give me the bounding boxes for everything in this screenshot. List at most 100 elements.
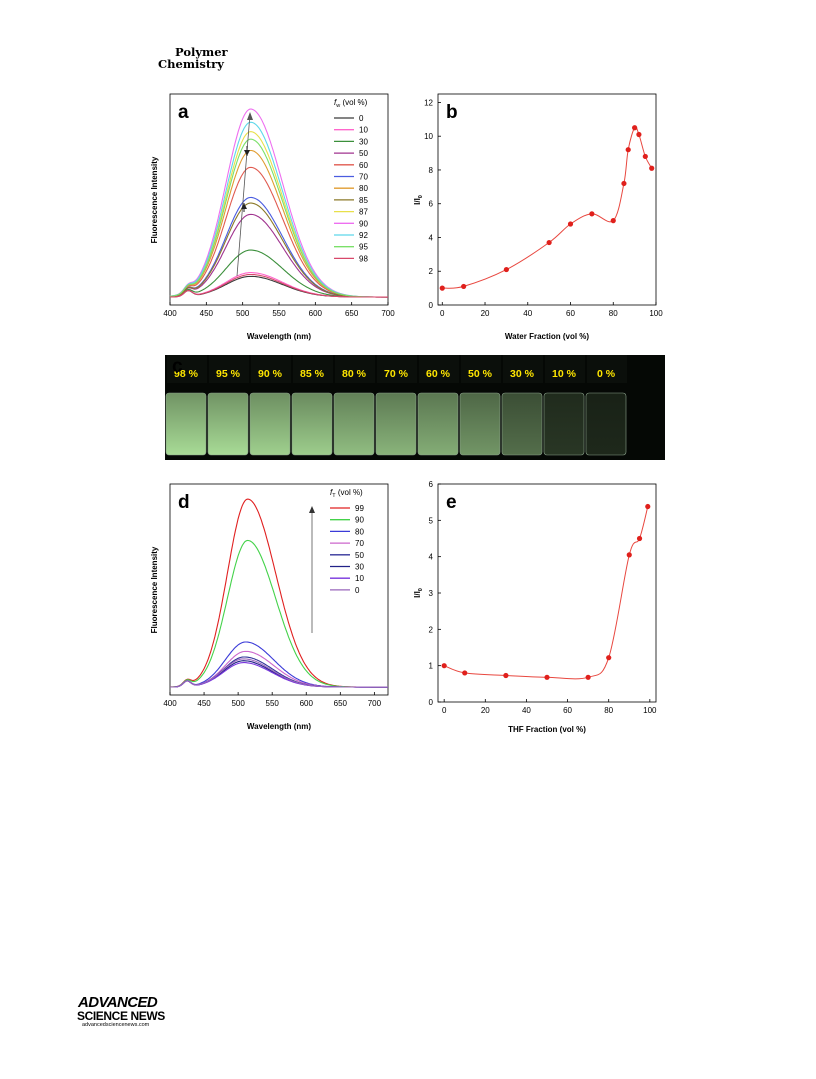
vial: 30 %	[501, 355, 543, 456]
panel-e-point	[645, 503, 651, 510]
panel-b-fit-line	[442, 126, 653, 289]
panel-a-series-90	[169, 108, 388, 298]
panel-e-label: e	[446, 492, 457, 513]
panel-e-y-tick-label: 3	[429, 589, 434, 598]
panel-d-curves	[169, 498, 388, 688]
panel-a-x-tick-label: 600	[309, 309, 323, 318]
panel-b-x-tick-label: 80	[609, 309, 618, 318]
panel-b-point	[632, 125, 638, 131]
panel-e-y-tick-label: 5	[429, 516, 434, 525]
vial-body	[291, 392, 333, 456]
panel-b-y-tick-label: 10	[424, 132, 433, 141]
vial-body	[585, 392, 627, 456]
vial-body	[333, 392, 375, 456]
panel-b-point	[621, 180, 627, 187]
panel-e-chart: e I/I0 THF Fraction (vol %) 0 20 40 60 80 100…	[413, 480, 657, 734]
panel-b-point	[439, 285, 445, 291]
panel-a-xticks: 400 450 500 550 600 650 700	[163, 302, 395, 318]
panel-d-legend-label: 10	[355, 574, 364, 583]
panel-d-ylabel: Fluorescence Intensity	[150, 546, 159, 633]
panel-d-label: d	[178, 492, 190, 513]
panel-b-point	[625, 147, 631, 153]
panel-d-legend-label: 70	[355, 539, 364, 548]
panel-a-legend-label: 87	[359, 208, 368, 217]
panel-a-arrows	[236, 112, 253, 277]
vial-label: 60 %	[426, 368, 451, 380]
panel-c-vials: 98 % 95 % 90 % 85 % 80 % 70 % 60 % 50 % 30 % 10 %…	[165, 355, 627, 456]
panel-b-label: b	[446, 102, 458, 123]
panel-e-point	[503, 672, 509, 679]
vial-label: 70 %	[384, 368, 409, 380]
panel-d-legend: 99 90 80 70 50 30 10 0	[330, 504, 364, 595]
panel-b-chart: b I/I0 Water Fraction (vol %) 0 20 40 60 80 1…	[413, 93, 663, 341]
panel-e-x-tick-label: 100	[643, 706, 657, 715]
panel-b-point	[649, 165, 655, 171]
panel-d-x-tick-label: 400	[163, 699, 177, 708]
panel-b-point	[546, 239, 552, 246]
panel-b-x-tick-label: 100	[649, 309, 663, 318]
panel-d-legend-label: 90	[355, 516, 364, 525]
panel-e-point	[544, 674, 550, 680]
panel-b-y-tick-label: 12	[424, 98, 433, 107]
panel-a-series-50	[169, 213, 388, 298]
panel-a-label: a	[178, 102, 189, 123]
panel-b-ylabel: I/I0	[413, 195, 424, 205]
panel-a-legend: 0 10 30 50 60 70 80 85 87 90 92 95 98	[334, 114, 368, 263]
vial-body	[501, 392, 543, 456]
vial-cap	[167, 355, 207, 383]
panel-a-x-tick-label: 450	[200, 309, 214, 318]
panel-d-x-tick-label: 500	[231, 699, 245, 708]
panel-d-x-tick-label: 700	[368, 699, 382, 708]
vial-cap	[251, 355, 291, 383]
panel-e-x-tick-label: 40	[522, 706, 531, 715]
panel-e-y-tick-label: 2	[429, 625, 434, 634]
panel-b-axes	[437, 93, 657, 306]
panel-a-legend-label: 80	[359, 184, 368, 193]
panel-b-y-tick-label: 0	[429, 301, 434, 310]
vial: 60 %	[417, 355, 459, 456]
panel-d-x-tick-label: 600	[300, 699, 314, 708]
vial-body	[459, 392, 501, 456]
vial-body	[249, 392, 291, 456]
panel-a-legend-label: 90	[359, 219, 368, 228]
panel-b-y-tick-label: 6	[429, 200, 434, 209]
vial: 95 %	[207, 355, 249, 456]
panel-a-x-tick-label: 650	[345, 309, 359, 318]
panel-a-legend-label: 60	[359, 161, 368, 170]
panel-b-x-tick-label: 20	[481, 309, 490, 318]
panel-d-x-tick-label: 450	[197, 699, 211, 708]
panel-a-x-tick-label: 550	[272, 309, 286, 318]
panel-e-x-tick-label: 60	[563, 706, 572, 715]
panel-e-y-tick-label: 1	[429, 662, 434, 671]
panel-b-ticks: 0 20 40 60 80 100 0 2 4 6 8 10 12	[424, 98, 663, 318]
panel-d-x-tick-label: 650	[334, 699, 348, 708]
panel-e-x-tick-label: 0	[442, 706, 447, 715]
brand-url: advancedsciencenews.com	[82, 1022, 150, 1028]
vial-body	[417, 392, 459, 456]
panel-a-legend-title: fw (vol %)	[334, 98, 368, 109]
vial-label: 10 %	[552, 368, 577, 380]
panel-e-point	[606, 655, 612, 661]
panel-e-point	[636, 535, 643, 542]
panel-d-series-80	[170, 641, 388, 688]
panel-b-point	[503, 266, 509, 273]
panel-b-point	[461, 283, 467, 290]
panel-b-x-tick-label: 0	[440, 309, 445, 318]
panel-a-legend-label: 50	[359, 149, 368, 158]
panel-b-y-tick-label: 8	[429, 166, 434, 175]
panel-d-legend-label: 80	[355, 527, 364, 536]
panel-d-xticks: 400 450 500 550 600 650 700	[163, 692, 382, 708]
up-arrow-icon	[309, 506, 315, 513]
panel-a-legend-label: 70	[359, 173, 368, 182]
panel-b-x-tick-label: 60	[566, 309, 575, 318]
panel-b-point	[589, 211, 595, 217]
vial-label: 30 %	[510, 368, 535, 380]
panel-a-x-tick-label: 700	[381, 309, 395, 318]
vial-body	[207, 392, 249, 456]
panel-b-y-tick-label: 4	[429, 233, 434, 242]
panel-e-y-tick-label: 0	[429, 698, 434, 707]
journal-name-line2: Chemistry	[158, 57, 224, 71]
vial-body	[165, 392, 207, 456]
panel-d-axes	[169, 483, 389, 696]
panel-a-legend-label: 30	[359, 137, 368, 146]
